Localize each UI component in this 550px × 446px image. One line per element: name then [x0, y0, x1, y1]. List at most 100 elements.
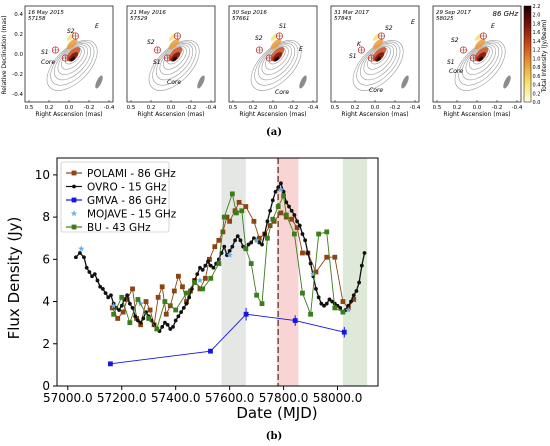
colorbar-tick-label: 2.0 [533, 13, 541, 19]
data-point [71, 170, 77, 176]
data-point [324, 254, 330, 260]
component-label: E [411, 19, 415, 26]
x-tick-label: 57800.0 [259, 391, 309, 405]
data-point [243, 311, 249, 317]
emission-region [70, 56, 76, 62]
contour-line [356, 41, 401, 86]
component-marker-cross [164, 54, 171, 62]
contour-line [166, 47, 184, 65]
colorbar-tick-label: 1.6 [533, 30, 541, 36]
emission-region [376, 56, 382, 62]
data-point [179, 310, 183, 315]
map-xtick-label: 0.0 [473, 105, 482, 111]
data-point [224, 214, 230, 220]
data-point [324, 301, 329, 306]
map-xtick-label: -0.4 [512, 105, 523, 111]
data-point [143, 299, 149, 304]
panel-label-a: (a) [266, 127, 282, 138]
data-point [294, 225, 300, 231]
contour-line [64, 47, 82, 65]
shaded-region [276, 158, 299, 386]
map-xtick-label: 0.5 [229, 105, 238, 111]
x-tick-label: 57600.0 [205, 391, 255, 405]
data-point [171, 288, 177, 294]
map-xtick-label: 0.5 [127, 105, 136, 111]
data-point [70, 210, 78, 217]
map-xtick-label: -0.4 [410, 105, 421, 111]
data-point [246, 242, 251, 247]
data-point [219, 251, 224, 255]
contour-line [465, 44, 496, 75]
colorbar-tick-label: 1.4 [533, 39, 541, 45]
component-label: S1 [153, 59, 161, 66]
legend-entry: BU - 43 GHz [87, 222, 151, 234]
data-point [292, 213, 297, 217]
map-date: 31 Mar 2017 [334, 10, 369, 16]
data-point [268, 208, 273, 213]
data-point [187, 295, 192, 300]
data-point [200, 286, 206, 292]
map-ytick-label: 0.2 [14, 32, 23, 38]
data-point [181, 305, 186, 310]
data-point [278, 181, 283, 186]
component-marker-cross [378, 32, 385, 40]
data-point [332, 254, 338, 260]
component-marker-cross [52, 46, 59, 54]
data-point [308, 261, 313, 266]
data-point [300, 232, 305, 236]
maps-ylabel: Relative Declination (mas) [1, 15, 8, 94]
emission-region [270, 38, 282, 50]
data-point [226, 251, 233, 258]
data-point [300, 250, 305, 256]
data-point [195, 272, 200, 277]
data-point [211, 265, 216, 270]
data-point [202, 275, 208, 281]
data-point [277, 186, 285, 193]
data-point [72, 184, 76, 189]
data-point [253, 236, 260, 244]
contour-line [370, 47, 388, 65]
component-label: S2 [451, 37, 459, 44]
map-xlabel: Right Ascension (mas) [341, 111, 408, 118]
data-point [120, 309, 126, 315]
data-point [111, 311, 117, 317]
data-point [198, 265, 202, 270]
map-xtick-label: -0.4 [104, 105, 115, 111]
data-point [281, 189, 286, 194]
data-point [351, 293, 356, 298]
data-point [249, 240, 254, 245]
x-tick-label: 57000.0 [43, 391, 93, 405]
contour-line [46, 40, 98, 91]
data-point [95, 278, 100, 283]
component-label: Core [369, 87, 383, 94]
colorbar-tick-label: 0.4 [533, 83, 541, 89]
data-point [221, 214, 227, 220]
data-point [147, 307, 153, 313]
map-xtick-label: -0.2 [186, 105, 197, 111]
data-point [196, 277, 204, 284]
contour-line [469, 46, 493, 70]
data-point [127, 320, 133, 326]
colorbar-tick-label: 1.2 [533, 48, 541, 54]
map-ytick-label: 0.4 [14, 12, 23, 18]
colorbar-gradient [523, 5, 532, 103]
component-label: E [95, 23, 99, 30]
data-point [119, 294, 125, 300]
data-point [124, 297, 130, 302]
data-point [319, 301, 324, 306]
map-xtick-label: 0.2 [351, 105, 360, 111]
data-point [227, 248, 232, 253]
data-point [362, 251, 367, 255]
data-point [260, 242, 264, 247]
data-point [165, 322, 170, 327]
map-xtick-label: 0.2 [453, 105, 462, 111]
data-point [239, 208, 245, 214]
data-point [281, 193, 286, 199]
data-point [259, 301, 265, 307]
contour-line [257, 43, 296, 81]
contour-line [472, 47, 490, 65]
data-point [276, 185, 281, 190]
